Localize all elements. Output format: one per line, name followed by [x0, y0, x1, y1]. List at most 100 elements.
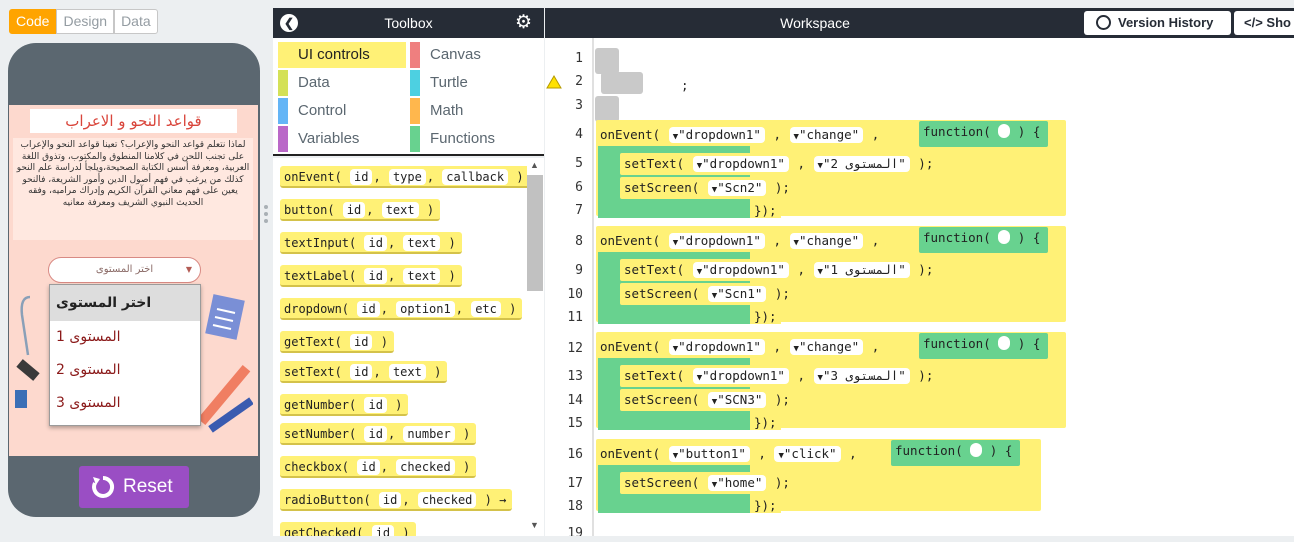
warning-icon[interactable]: [546, 75, 562, 89]
string-value[interactable]: ▼"click": [774, 446, 841, 462]
string-value[interactable]: ▼"change": [789, 339, 864, 355]
block-arg[interactable]: id: [357, 459, 380, 475]
tab-data[interactable]: Data: [114, 9, 158, 34]
toolbox-block[interactable]: setNumber( id, number ): [280, 423, 477, 445]
toolbox-scrollbar-thumb[interactable]: [527, 175, 543, 291]
string-value[interactable]: ▼"change": [789, 233, 864, 249]
scroll-down-icon[interactable]: ▼: [530, 520, 539, 530]
string-value[interactable]: ▼"dropdown1": [692, 156, 789, 172]
onEvent-block[interactable]: onEvent( ▼"dropdown1" , ▼"change" ,: [596, 336, 888, 358]
onEvent-block[interactable]: onEvent( ▼"button1" , ▼"click" ,: [596, 443, 865, 465]
block-arg[interactable]: id: [371, 525, 395, 536]
toggle-icon[interactable]: [970, 443, 983, 457]
string-value[interactable]: ▼"dropdown1": [692, 262, 789, 278]
toggle-icon[interactable]: [998, 336, 1011, 350]
gear-icon[interactable]: ⚙: [514, 12, 532, 33]
tab-design[interactable]: Design: [56, 9, 115, 34]
category-data[interactable]: Data: [278, 70, 406, 96]
string-value[interactable]: ▼"dropdown1": [692, 368, 789, 384]
collapse-toolbox-icon[interactable]: ❮: [280, 14, 298, 32]
string-value[interactable]: ▼"SCN3": [707, 392, 767, 408]
block-arg[interactable]: id: [342, 202, 366, 218]
tab-code[interactable]: Code: [9, 9, 57, 34]
category-canvas[interactable]: Canvas: [410, 42, 538, 68]
string-value[interactable]: ▼"dropdown1": [668, 127, 765, 143]
block-arg[interactable]: id: [364, 397, 387, 413]
toggle-icon[interactable]: [998, 230, 1011, 244]
string-value[interactable]: ▼"dropdown1": [668, 233, 765, 249]
string-value[interactable]: ▼"home": [707, 475, 767, 491]
empty-block[interactable]: [595, 96, 619, 122]
toggle-icon[interactable]: [998, 124, 1011, 138]
reset-button[interactable]: Reset: [79, 466, 189, 508]
setText-block[interactable]: setText( ▼"dropdown1" , ▼"المستوى 1" );: [620, 259, 942, 281]
block-arg[interactable]: id: [378, 492, 402, 508]
block-arg[interactable]: text: [403, 268, 441, 284]
toolbox-block[interactable]: textLabel( id, text ): [280, 265, 462, 287]
onEvent-block[interactable]: onEvent( ▼"dropdown1" , ▼"change" ,: [596, 230, 888, 252]
toolbox-block[interactable]: dropdown( id, option1, etc ): [280, 298, 523, 320]
block-arg[interactable]: id: [364, 426, 387, 442]
block-arg[interactable]: checked: [396, 459, 455, 475]
category-functions[interactable]: Functions: [410, 126, 538, 152]
setScreen-block[interactable]: setScreen( ▼"SCN3" );: [620, 389, 798, 411]
string-value[interactable]: ▼"المستوى 2": [813, 156, 910, 172]
workspace-canvas[interactable]: ; 1 2 3 4 5 6 7 8 9 10 11 12 13 14 15 16 17 18 19 onEvent( …: [545, 38, 1294, 536]
toolbox-block[interactable]: radioButton( id, checked ) →: [280, 489, 513, 511]
string-value[interactable]: ▼"المستوى 3": [813, 368, 910, 384]
dropdown-option[interactable]: اختر المستوى: [50, 285, 200, 321]
setText-block[interactable]: setText( ▼"dropdown1" , ▼"المستوى 2" );: [620, 153, 942, 175]
block-arg[interactable]: text: [381, 202, 419, 218]
block-arg[interactable]: id: [364, 268, 387, 284]
setScreen-block[interactable]: setScreen( ▼"home" );: [620, 472, 798, 494]
block-arg[interactable]: number: [403, 426, 455, 442]
string-value[interactable]: ▼"button1": [668, 446, 750, 462]
string-value[interactable]: ▼"dropdown1": [668, 339, 765, 355]
block-arg[interactable]: etc: [471, 301, 501, 317]
function-block[interactable]: function( ) {: [919, 121, 1049, 147]
function-block[interactable]: function( ) {: [919, 333, 1049, 359]
toolbox-block[interactable]: button( id, text ): [280, 199, 441, 221]
panel-resize-handle[interactable]: [264, 205, 269, 227]
block-arg[interactable]: checked: [417, 492, 477, 508]
setScreen-block[interactable]: setScreen( ▼"Scn2" );: [620, 177, 798, 199]
string-value[interactable]: ▼"change": [789, 127, 864, 143]
block-arg[interactable]: text: [388, 364, 426, 380]
string-value[interactable]: ▼"المستوى 1": [813, 262, 910, 278]
setScreen-block[interactable]: setScreen( ▼"Scn1" );: [620, 283, 798, 305]
toolbox-block[interactable]: setText( id, text ): [280, 361, 448, 383]
category-control[interactable]: Control: [278, 98, 406, 124]
block-arg[interactable]: option1: [396, 301, 455, 317]
setText-block[interactable]: setText( ▼"dropdown1" , ▼"المستوى 3" );: [620, 365, 942, 387]
category-variables[interactable]: Variables: [278, 126, 406, 152]
level-dropdown[interactable]: اختر المستوى ▼: [48, 257, 201, 283]
category-turtle[interactable]: Turtle: [410, 70, 538, 96]
toolbox-block[interactable]: getNumber( id ): [280, 394, 409, 416]
toolbox-block[interactable]: checkbox( id, checked ): [280, 456, 477, 478]
block-arg[interactable]: id: [350, 364, 373, 380]
toolbox-block[interactable]: onEvent( id, type, callback ): [280, 166, 530, 188]
toolbox-block[interactable]: getChecked( id ): [280, 522, 416, 536]
dropdown-option[interactable]: المستوى 1: [56, 329, 121, 345]
block-arg[interactable]: callback: [442, 169, 509, 185]
dropdown-option[interactable]: المستوى 2: [56, 362, 121, 378]
function-block[interactable]: function( ) {: [919, 227, 1049, 253]
onEvent-block[interactable]: onEvent( ▼"dropdown1" , ▼"change" ,: [596, 124, 888, 146]
empty-block[interactable]: [601, 72, 643, 94]
show-text-button[interactable]: </> Sho: [1234, 11, 1294, 35]
function-block[interactable]: function( ) {: [891, 440, 1021, 466]
string-value[interactable]: ▼"Scn2": [707, 180, 767, 196]
block-arg[interactable]: id: [350, 334, 373, 350]
block-arg[interactable]: text: [403, 235, 441, 251]
block-arg[interactable]: id: [350, 169, 373, 185]
string-value[interactable]: ▼"Scn1": [707, 286, 767, 302]
block-arg[interactable]: id: [357, 301, 380, 317]
toolbox-block[interactable]: textInput( id, text ): [280, 232, 462, 254]
toolbox-block[interactable]: getText( id ): [280, 331, 394, 353]
dropdown-option[interactable]: المستوى 3: [56, 395, 121, 411]
empty-block[interactable]: [595, 48, 619, 74]
scroll-up-icon[interactable]: ▲: [530, 160, 539, 170]
version-history-button[interactable]: Version History: [1084, 11, 1231, 35]
category-ui-controls[interactable]: UI controls: [278, 42, 406, 68]
block-arg[interactable]: type: [388, 169, 426, 185]
